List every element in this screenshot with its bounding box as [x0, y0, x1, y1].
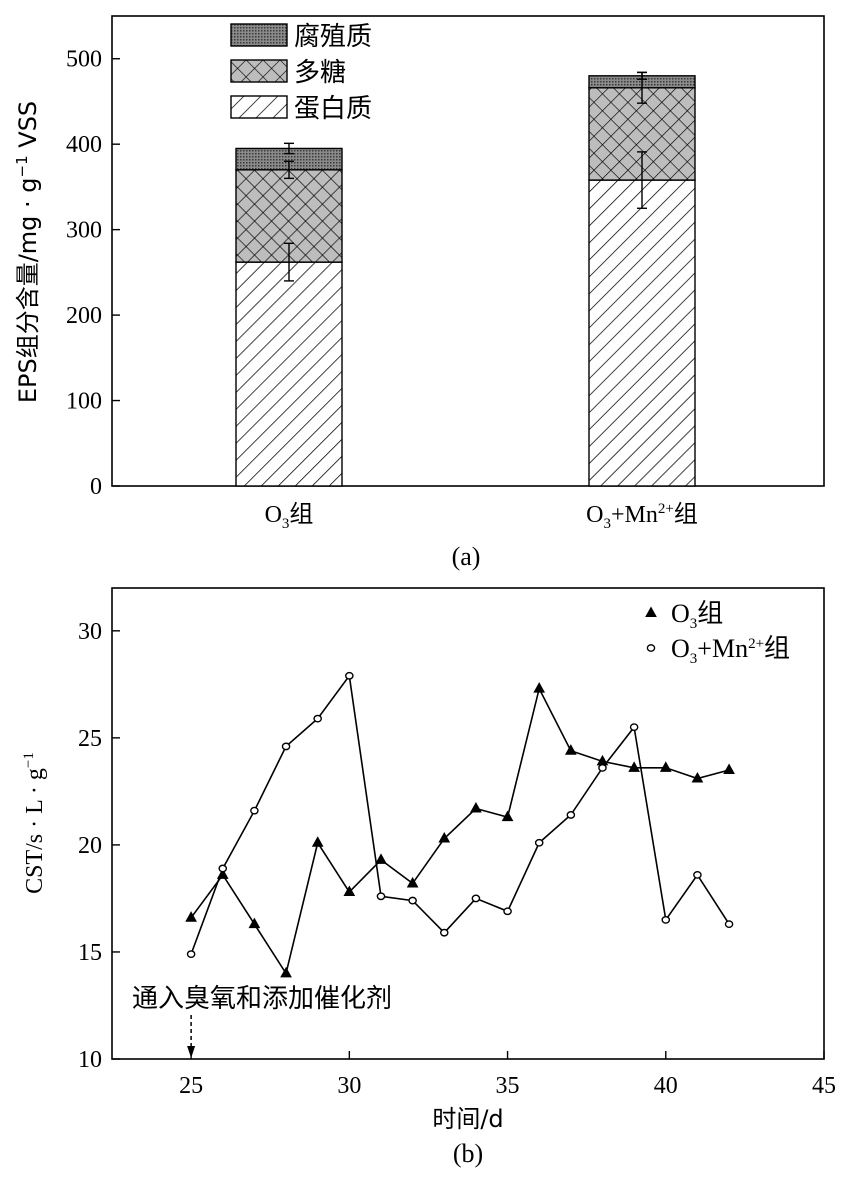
triangle-marker — [185, 911, 197, 922]
circle-marker — [439, 928, 449, 937]
triangle-marker — [645, 606, 657, 617]
circle-marker — [376, 892, 386, 901]
chart-b-series — [185, 671, 735, 978]
circle-marker — [186, 950, 196, 958]
circle-marker — [218, 864, 228, 873]
legend-label: O3组 — [671, 599, 723, 632]
circle-marker — [471, 894, 481, 903]
circle-marker — [313, 714, 322, 723]
chart-a-caption: (a) — [452, 542, 481, 571]
x-tick-label: 25 — [179, 1073, 203, 1099]
triangle-marker — [533, 682, 546, 693]
triangle-marker — [659, 761, 672, 772]
triangle-marker — [438, 831, 451, 843]
circle-marker — [598, 763, 607, 772]
circle-marker — [408, 896, 417, 905]
circle-marker — [661, 915, 671, 924]
chart-b-x-axis: 25 30 35 40 45 — [179, 1051, 836, 1099]
chart-a-frame — [111, 15, 825, 487]
circle-marker — [503, 907, 512, 916]
legend-swatch-humic — [230, 23, 288, 47]
legend-label: 多糖 — [294, 58, 346, 88]
y-tick-label: 500 — [66, 47, 102, 73]
y-tick-label: 15 — [78, 940, 102, 966]
triangle-marker — [501, 810, 514, 822]
chart-b-caption: (b) — [453, 1139, 483, 1168]
triangle-marker — [723, 763, 735, 774]
chart-b-annotation: 通入臭氧和添加催化剂 — [132, 984, 392, 1058]
circle-marker — [281, 742, 291, 751]
circle-marker — [345, 671, 354, 680]
x-tick-label: O3+Mn2+组 — [586, 500, 698, 532]
circle-marker — [693, 870, 702, 879]
y-tick-label: 10 — [78, 1047, 102, 1073]
y-tick-label: 0 — [90, 474, 102, 500]
chart-b-y-axis: 10 15 20 25 30 — [78, 619, 120, 1073]
y-tick-label: 100 — [66, 389, 102, 415]
circle-marker — [629, 723, 639, 732]
x-tick-label: 30 — [337, 1073, 361, 1099]
circle-marker — [566, 811, 576, 819]
legend-swatch-polysaccharide — [230, 59, 288, 83]
circle-marker — [250, 806, 259, 815]
triangle-marker — [311, 836, 324, 847]
triangle-marker — [343, 885, 356, 897]
chart-a-bars — [235, 71, 696, 487]
circle-marker — [646, 644, 656, 652]
triangle-marker — [628, 761, 640, 772]
triangle-marker — [248, 917, 261, 929]
triangle-marker — [470, 801, 482, 813]
bar-protein — [235, 261, 343, 487]
legend-swatch-protein — [230, 95, 288, 119]
x-tick-label: 40 — [654, 1073, 678, 1099]
triangle-marker — [375, 853, 387, 864]
y-tick-label: 200 — [66, 303, 102, 329]
triangle-marker — [280, 966, 292, 978]
x-tick-label: 35 — [496, 1073, 520, 1099]
bar-protein — [588, 179, 696, 487]
y-tick-label: 20 — [78, 833, 102, 859]
legend-label: 腐殖质 — [294, 22, 372, 52]
y-tick-label: 400 — [66, 132, 102, 158]
annotation-text: 通入臭氧和添加催化剂 — [132, 984, 392, 1014]
legend-label: 蛋白质 — [294, 94, 372, 124]
y-tick-label: 25 — [78, 726, 102, 752]
series-line-triangle — [190, 686, 730, 976]
circle-marker — [724, 920, 734, 929]
legend-label: O3+Mn2+组 — [671, 634, 790, 667]
chart-a-y-axis: 0 100 200 300 400 500 — [66, 47, 120, 500]
y-tick-label: 30 — [78, 619, 102, 645]
x-tick-label: 45 — [812, 1073, 836, 1099]
chart-b-x-axis-title: 时间/d — [432, 1105, 503, 1133]
triangle-marker — [564, 744, 577, 755]
chart-b-frame — [111, 587, 825, 1060]
triangle-marker — [691, 772, 704, 783]
chart-b-y-axis-title: CST/s · L · g−1 — [21, 752, 48, 894]
chart-a-y-axis-title: EPS组分含量/mg · g−1 VSS — [13, 101, 42, 403]
annotation-arrowhead — [187, 1046, 196, 1058]
x-tick-label: O3组 — [265, 500, 314, 532]
y-tick-label: 300 — [66, 218, 102, 244]
series-line-circle — [190, 673, 730, 955]
circle-marker — [534, 838, 544, 847]
triangle-marker — [406, 876, 419, 888]
